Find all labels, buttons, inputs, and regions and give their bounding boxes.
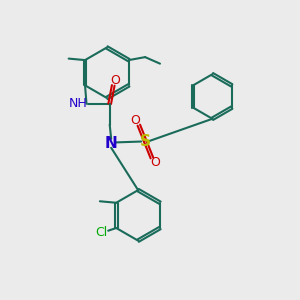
Text: O: O <box>151 156 160 169</box>
Text: NH: NH <box>69 97 88 110</box>
Text: Cl: Cl <box>95 226 107 239</box>
Text: S: S <box>140 134 151 149</box>
Text: N: N <box>105 136 118 151</box>
Text: O: O <box>111 74 121 87</box>
Text: O: O <box>130 114 140 127</box>
